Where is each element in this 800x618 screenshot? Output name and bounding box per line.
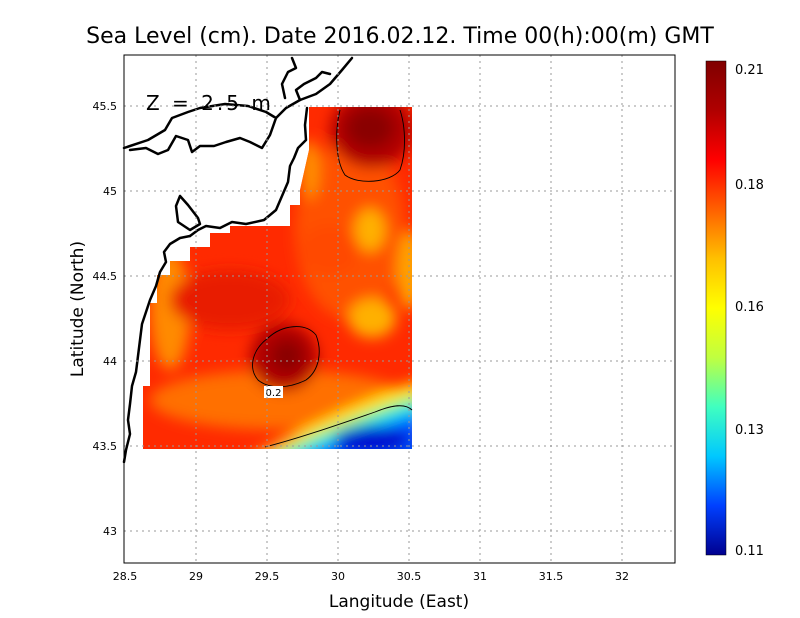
coastline-path — [274, 56, 354, 120]
x-tick-labels: 28.5 29 29.5 30 30.5 31 31.5 32 — [113, 570, 629, 583]
coastline-path — [280, 56, 298, 100]
coastline-path — [294, 70, 332, 102]
depth-annotation: Z = 2.5 m — [146, 91, 274, 115]
y-tick-label: 45 — [103, 185, 117, 198]
contour-label: 0.2 — [266, 388, 282, 399]
plot-frame — [123, 54, 676, 564]
contour-lines — [252, 109, 413, 448]
x-tick-label: 31 — [473, 570, 487, 583]
colorbar-tick-label: 0.18 — [735, 178, 764, 193]
coastline-path — [122, 102, 278, 156]
colorbar-labels: 0.21 0.18 0.16 0.13 0.11 — [735, 63, 764, 559]
contour-label-box — [264, 386, 283, 398]
coastline — [122, 56, 354, 464]
colorbar-tick-label: 0.16 — [735, 300, 764, 315]
coastline-path — [174, 194, 202, 232]
contour-line-south — [264, 405, 413, 448]
grid-lines — [124, 55, 675, 563]
y-tick-labels: 43 43.5 44 44.5 45 45.5 — [93, 100, 118, 538]
contour-line-central-max — [252, 326, 320, 388]
colorbar-tick-label: 0.13 — [735, 423, 764, 438]
y-tick-label: 43.5 — [93, 440, 118, 453]
y-tick-label: 43 — [103, 525, 117, 538]
x-tick-label: 30 — [331, 570, 345, 583]
y-tick-label: 45.5 — [93, 100, 118, 113]
y-axis-label: Latitude (North) — [68, 241, 88, 377]
x-tick-label: 32 — [615, 570, 629, 583]
chart-title: Sea Level (cm). Date 2016.02.12. Time 00… — [86, 24, 714, 49]
y-tick-label: 44 — [103, 355, 117, 368]
x-tick-label: 31.5 — [539, 570, 564, 583]
x-tick-label: 29 — [189, 570, 203, 583]
x-tick-label: 30.5 — [397, 570, 422, 583]
colorbar-tick-label: 0.21 — [735, 63, 764, 78]
x-tick-label: 29.5 — [255, 570, 280, 583]
coastline-path — [188, 106, 309, 238]
colorbar-tick-label: 0.11 — [735, 544, 764, 559]
heatmap-field — [143, 107, 412, 449]
x-tick-label: 28.5 — [113, 570, 138, 583]
coastline-path — [122, 234, 192, 464]
y-tick-label: 44.5 — [93, 270, 118, 283]
contour-line-north-max — [336, 109, 405, 182]
colorbar — [705, 60, 727, 556]
x-axis-label: Langitude (East) — [329, 592, 469, 612]
